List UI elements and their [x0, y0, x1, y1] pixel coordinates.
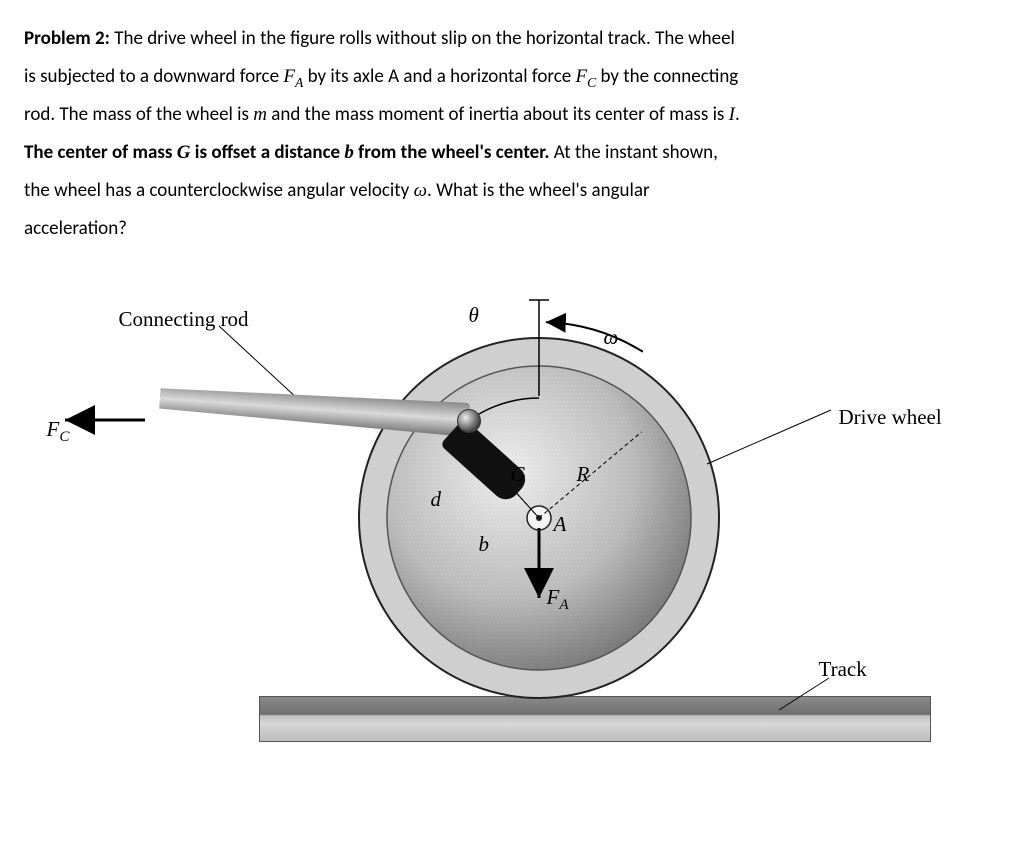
label-connecting-rod: Connecting rod	[119, 298, 249, 340]
problem-line2b: by its axle A and a horizontal force	[303, 65, 575, 88]
sym-FA-F: F	[283, 66, 295, 87]
problem-line3c: .	[735, 103, 740, 126]
problem-line2c: by the connecting	[596, 65, 738, 88]
label-R: R	[577, 453, 590, 495]
label-b: b	[479, 523, 490, 565]
sym-m: m	[253, 104, 267, 125]
sym-FC-sub: C	[587, 75, 596, 90]
label-G: G	[511, 453, 526, 495]
problem-line6: acceleration?	[24, 217, 127, 240]
label-track: Track	[819, 648, 867, 690]
problem-line3a: rod. The mass of the wheel is	[24, 103, 253, 126]
problem-line4-tail: At the instant shown,	[549, 141, 718, 164]
label-Fc: FC	[47, 408, 70, 452]
problem-line5a: the wheel has a counterclockwise angular…	[24, 179, 414, 202]
problem-title: Problem 2:	[24, 27, 110, 50]
label-theta: θ	[469, 294, 479, 336]
label-d: d	[431, 478, 442, 520]
figure: Connecting rod Drive wheel Track FC θ ω …	[59, 278, 959, 758]
problem-text: Problem 2: The drive wheel in the figure…	[24, 20, 993, 248]
problem-line5b: . What is the wheel's angular	[427, 179, 650, 202]
sym-FC-F: F	[575, 66, 587, 87]
label-A: A	[554, 503, 567, 545]
rod-pin-shape	[457, 409, 481, 433]
problem-line2a: is subjected to a downward force	[24, 65, 283, 88]
sym-omega: ω	[414, 180, 427, 201]
problem-line4-bold: The center of mass G is offset a distanc…	[24, 141, 549, 164]
label-FA: FA	[547, 576, 569, 620]
label-drive-wheel: Drive wheel	[839, 396, 942, 438]
label-omega: ω	[604, 316, 619, 358]
figure-container: Connecting rod Drive wheel Track FC θ ω …	[24, 278, 993, 758]
problem-line3b: and the mass moment of inertia about its…	[267, 103, 729, 126]
problem-line1: The drive wheel in the figure rolls with…	[110, 27, 735, 50]
